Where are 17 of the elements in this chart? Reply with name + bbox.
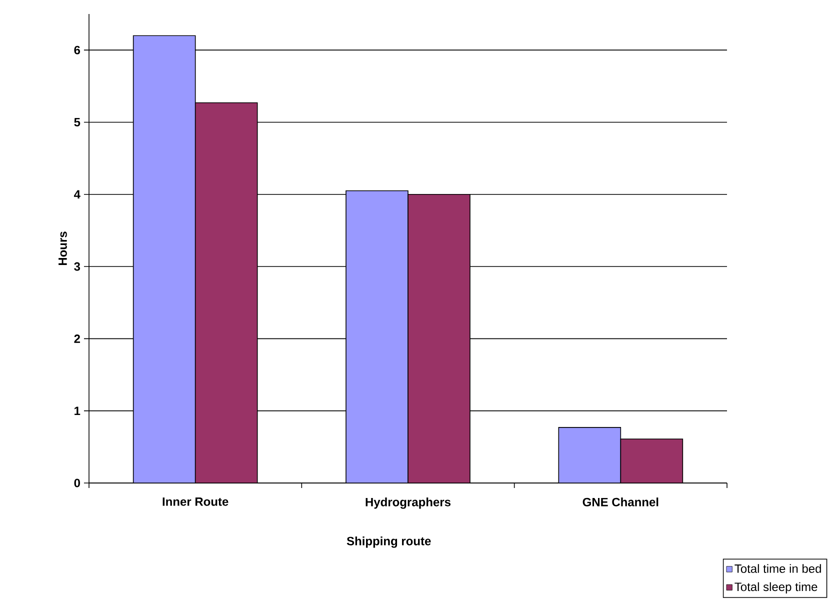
y-tick-label: 1 <box>74 406 80 415</box>
y-tick-label: 2 <box>74 334 80 343</box>
bar <box>408 194 470 483</box>
bar <box>194 102 258 483</box>
y-tick-label: 4 <box>74 190 80 199</box>
y-tick-label: 0 <box>74 478 80 488</box>
x-tick-label: Inner Route <box>162 498 228 506</box>
y-tick-label: 6 <box>74 46 80 54</box>
legend-label: Total sleep time <box>734 582 818 594</box>
y-axis-title: Hours <box>58 232 67 266</box>
legend-label: Total time in bed <box>734 564 821 573</box>
y-tick-label: 3 <box>74 262 80 271</box>
x-axis-title: Shipping route <box>346 536 431 548</box>
y-tick-label: 5 <box>74 118 80 126</box>
x-tick-label: GNE Channel <box>582 498 658 506</box>
bar <box>620 438 684 483</box>
x-tick-label: Hydrographers <box>366 498 451 509</box>
